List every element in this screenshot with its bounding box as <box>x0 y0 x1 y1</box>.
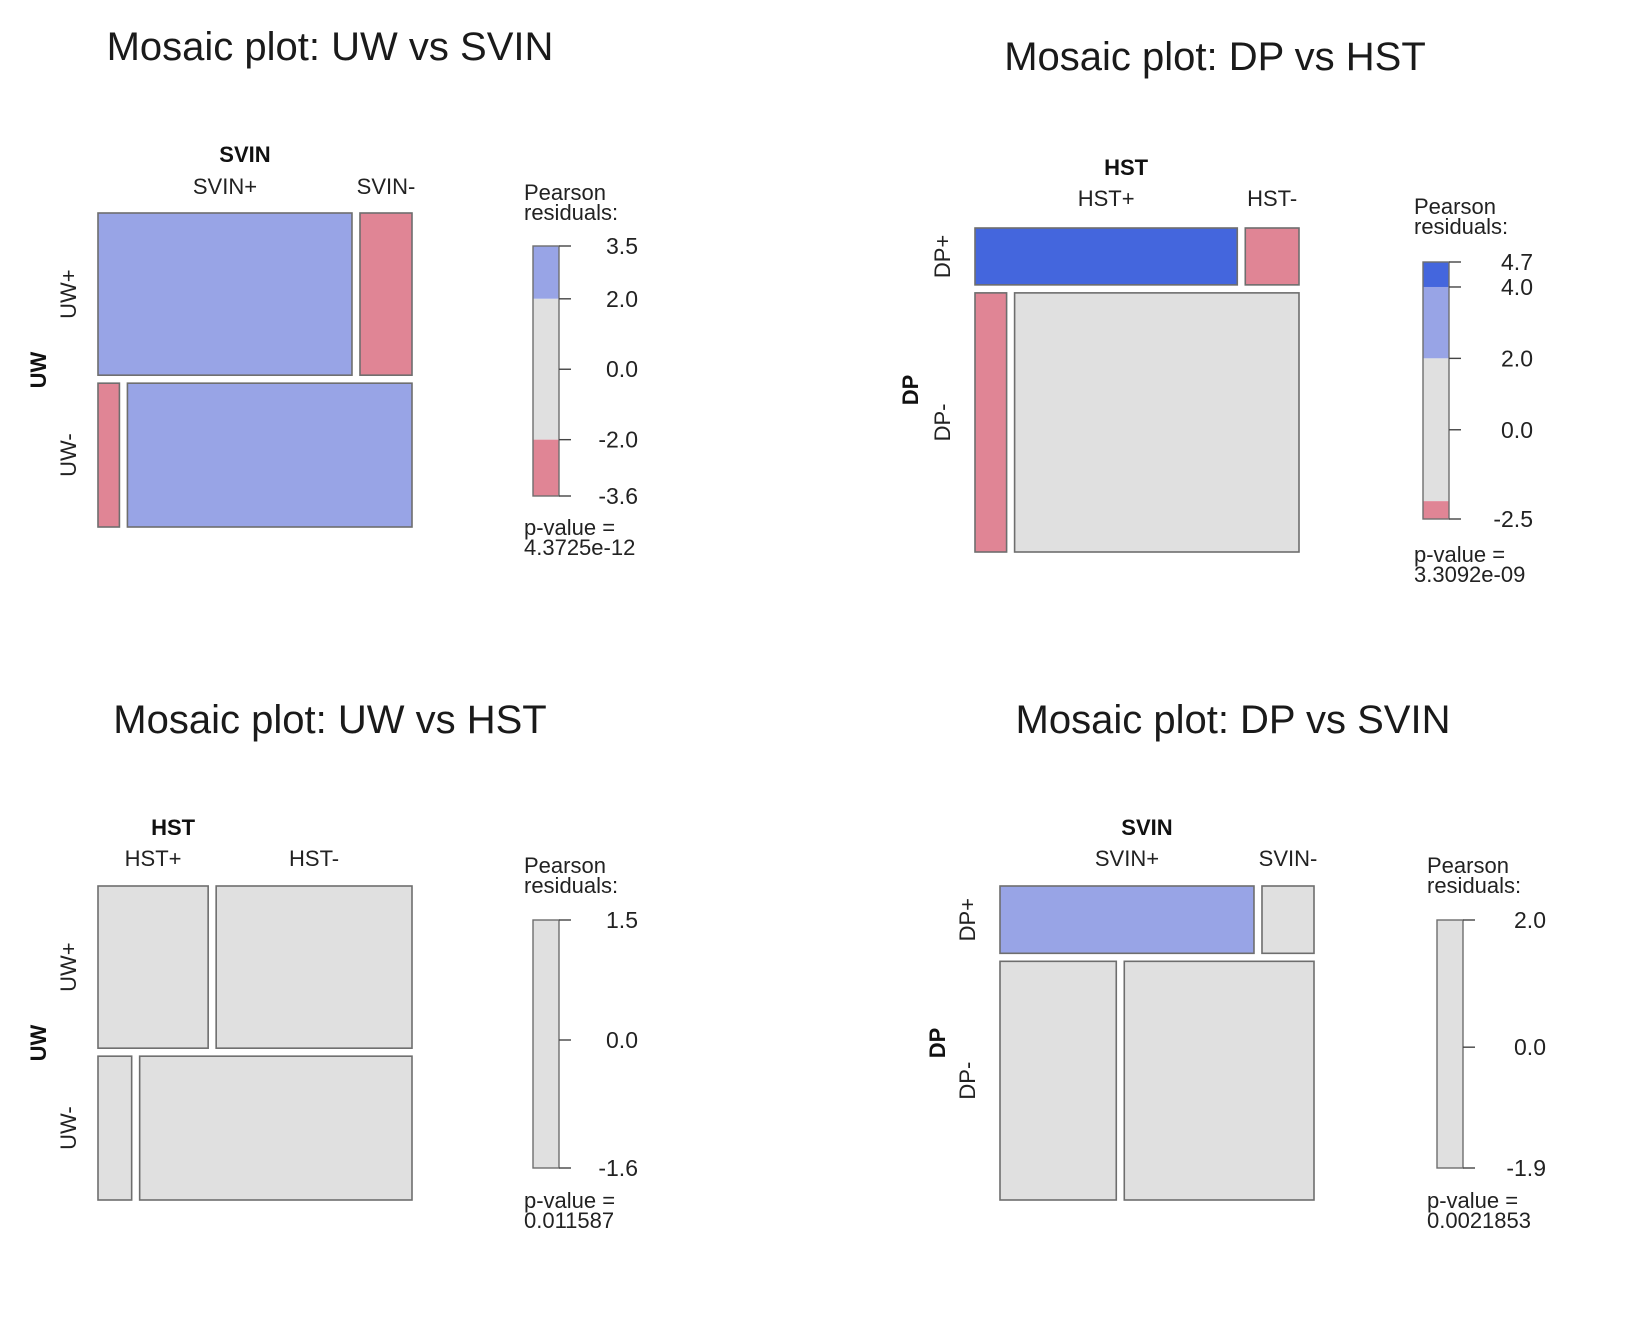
mosaic-cell-DP--HST- <box>1013 292 1300 553</box>
mosaic-cell-UW--HST- <box>138 1055 413 1201</box>
mosaic-cell-UW--HST+ <box>97 1055 133 1201</box>
legend-title: Pearson <box>1414 194 1496 219</box>
row-level-label: UW+ <box>56 269 81 319</box>
legend-tick-label: 3.5 <box>606 233 638 259</box>
mosaic-cell-UW+-HST+ <box>97 885 209 1049</box>
mosaic-cell-DP+-HST- <box>1244 227 1300 286</box>
legend-tick-label: 0.0 <box>606 356 638 382</box>
mosaic-cell-DP--SVIN- <box>1123 960 1315 1201</box>
row-variable-label: UW <box>26 1024 51 1061</box>
chart-title: Mosaic plot: DP vs SVIN <box>1016 698 1451 742</box>
chart-title: Mosaic plot: DP vs HST <box>1004 35 1426 79</box>
column-level-label: HST- <box>1247 186 1297 211</box>
mosaic-cell-UW+-SVIN+ <box>97 212 353 376</box>
column-level-label: HST+ <box>125 846 182 871</box>
mosaic-panel-uw-svin: Mosaic plot: UW vs SVIN SVIN SVIN+ SVIN- UW U… <box>0 0 800 640</box>
legend-band <box>533 920 559 1168</box>
p-value-text: 3.3092e-09 <box>1414 562 1525 587</box>
p-value-text: 4.3725e-12 <box>524 535 635 560</box>
mosaic-cell-DP+-HST+ <box>974 227 1239 286</box>
legend-title: residuals: <box>1427 873 1521 898</box>
legend-title: residuals: <box>524 200 618 225</box>
legend-frame <box>532 919 560 1169</box>
mosaic-panel-dp-svin: Mosaic plot: DP vs SVIN SVIN SVIN+ SVIN- DP D… <box>800 660 1633 1317</box>
mosaic-svg: Mosaic plot: DP vs HST HST HST+ HST- DP DP+ DP… <box>898 35 1533 587</box>
chart-title: Mosaic plot: UW vs SVIN <box>107 25 554 69</box>
column-variable-label: HST <box>1104 155 1149 180</box>
p-value-text: p-value = <box>524 1188 615 1213</box>
legend-band <box>1437 920 1463 1168</box>
legend-band <box>1423 262 1449 287</box>
legend-tick-label: 4.7 <box>1501 249 1533 275</box>
row-variable-label: DP <box>898 375 923 406</box>
column-level-label: SVIN+ <box>1095 846 1159 871</box>
column-variable-label: SVIN <box>219 142 270 167</box>
mosaic-cell-DP--HST+ <box>974 292 1008 553</box>
row-level-label: UW+ <box>56 942 81 992</box>
legend-tick-label: 0.0 <box>606 1027 638 1053</box>
legend-tick-label: 2.0 <box>1501 345 1533 371</box>
legend-band <box>1423 286 1449 359</box>
column-variable-label: HST <box>151 815 196 840</box>
mosaic-cell-UW--SVIN- <box>126 382 413 528</box>
column-level-label: SVIN+ <box>193 174 257 199</box>
mosaic-cell-DP+-SVIN- <box>1261 885 1315 955</box>
column-variable-label: SVIN <box>1121 815 1172 840</box>
mosaic-cell-UW+-SVIN- <box>359 212 413 376</box>
legend-title: Pearson <box>524 853 606 878</box>
row-level-label: UW- <box>56 1106 81 1150</box>
p-value-text: p-value = <box>1414 542 1505 567</box>
row-level-label: DP+ <box>955 898 980 941</box>
mosaic-cell-UW--SVIN+ <box>97 382 121 528</box>
legend-frame <box>1422 261 1450 520</box>
legend-tick-label: -3.6 <box>598 483 638 509</box>
mosaic-cell-DP+-SVIN+ <box>999 885 1255 955</box>
mosaic-panel-uw-hst: Mosaic plot: UW vs HST HST HST+ HST- UW UW+ UW… <box>0 660 800 1317</box>
legend-tick-label: 2.0 <box>1514 907 1546 933</box>
legend-tick-label: 1.5 <box>606 907 638 933</box>
chart-title: Mosaic plot: UW vs HST <box>113 698 546 742</box>
legend-title: Pearson <box>524 180 606 205</box>
legend-tick-label: -1.6 <box>598 1155 638 1181</box>
legend-title: Pearson <box>1427 853 1509 878</box>
legend-band <box>533 246 559 299</box>
mosaic-svg: Mosaic plot: UW vs HST HST HST+ HST- UW UW+ UW… <box>26 698 638 1233</box>
row-level-label: UW- <box>56 433 81 477</box>
column-level-label: SVIN- <box>357 174 416 199</box>
legend-tick-label: -1.9 <box>1506 1155 1546 1181</box>
column-level-label: HST- <box>289 846 339 871</box>
legend-band <box>1423 501 1449 519</box>
legend-frame <box>532 245 560 497</box>
column-level-label: HST+ <box>1078 186 1135 211</box>
p-value-text: 0.0021853 <box>1427 1208 1531 1233</box>
p-value-text: 0.011587 <box>524 1208 614 1233</box>
mosaic-panel-dp-hst: Mosaic plot: DP vs HST HST HST+ HST- DP DP+ DP… <box>800 0 1633 640</box>
row-level-label: DP+ <box>930 235 955 278</box>
mosaic-cell-UW+-HST- <box>215 885 413 1049</box>
legend-band <box>533 298 559 440</box>
legend-title: residuals: <box>524 873 618 898</box>
legend-title: residuals: <box>1414 214 1508 239</box>
legend-band <box>533 439 559 496</box>
mosaic-cell-DP--SVIN+ <box>999 960 1118 1201</box>
row-level-label: DP- <box>930 403 955 441</box>
column-level-label: SVIN- <box>1259 846 1318 871</box>
row-variable-label: UW <box>26 351 51 388</box>
p-value-text: p-value = <box>1427 1188 1518 1213</box>
row-level-label: DP- <box>955 1062 980 1100</box>
legend-tick-label: 2.0 <box>606 286 638 312</box>
p-value-text: p-value = <box>524 515 615 540</box>
legend-tick-label: 0.0 <box>1501 417 1533 443</box>
legend-band <box>1423 358 1449 502</box>
legend-tick-label: 0.0 <box>1514 1034 1546 1060</box>
row-variable-label: DP <box>925 1028 950 1059</box>
legend-frame <box>1436 919 1464 1169</box>
legend-tick-label: -2.5 <box>1493 506 1533 532</box>
legend-tick-label: 4.0 <box>1501 274 1533 300</box>
legend-tick-label: -2.0 <box>598 427 638 453</box>
